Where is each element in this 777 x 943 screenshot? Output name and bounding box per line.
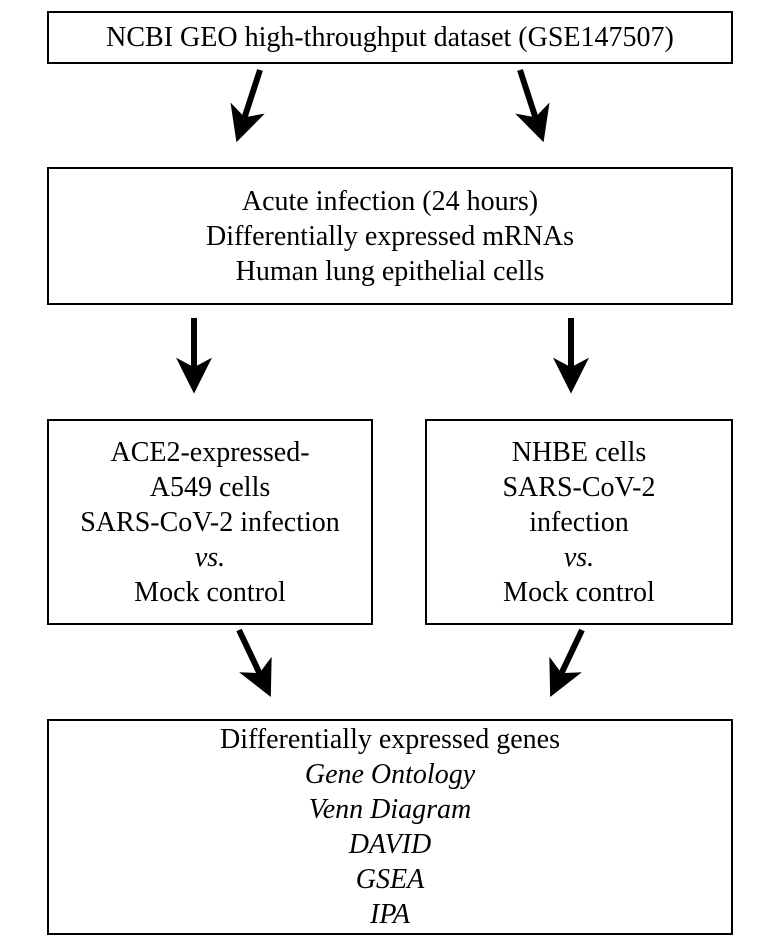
node-line: Gene Ontology — [305, 757, 475, 792]
node-line: NHBE cells — [512, 435, 647, 470]
edge-arrow — [520, 70, 540, 132]
node-deg-analysis: Differentially expressed genesGene Ontol… — [47, 719, 733, 935]
node-line: SARS-CoV-2 infection — [80, 505, 340, 540]
edge-arrow — [239, 630, 266, 687]
node-line: A549 cells — [150, 470, 271, 505]
node-line: DAVID — [349, 827, 432, 862]
node-line: Mock control — [134, 575, 286, 610]
node-line: Venn Diagram — [309, 792, 472, 827]
node-line: NCBI GEO high-throughput dataset (GSE147… — [106, 20, 674, 55]
node-line: Differentially expressed genes — [220, 722, 560, 757]
node-line: Acute infection (24 hours) — [242, 184, 538, 219]
node-line: Human lung epithelial cells — [236, 254, 545, 289]
node-line: vs. — [195, 540, 225, 575]
node-line: GSEA — [356, 862, 424, 897]
node-line: Mock control — [503, 575, 655, 610]
node-line: infection — [529, 505, 629, 540]
node-nhbe: NHBE cellsSARS-CoV-2infectionvs.Mock con… — [425, 419, 733, 625]
node-line: ACE2-expressed- — [110, 435, 309, 470]
node-line: IPA — [370, 897, 410, 932]
flowchart-canvas: NCBI GEO high-throughput dataset (GSE147… — [0, 0, 777, 943]
node-acute-infection: Acute infection (24 hours)Differentially… — [47, 167, 733, 305]
node-line: SARS-CoV-2 — [502, 470, 655, 505]
edge-arrow — [555, 630, 582, 687]
node-ace2-a549: ACE2-expressed-A549 cellsSARS-CoV-2 infe… — [47, 419, 373, 625]
node-line: vs. — [564, 540, 594, 575]
node-dataset: NCBI GEO high-throughput dataset (GSE147… — [47, 11, 733, 64]
edge-arrow — [240, 70, 260, 132]
node-line: Differentially expressed mRNAs — [206, 219, 574, 254]
